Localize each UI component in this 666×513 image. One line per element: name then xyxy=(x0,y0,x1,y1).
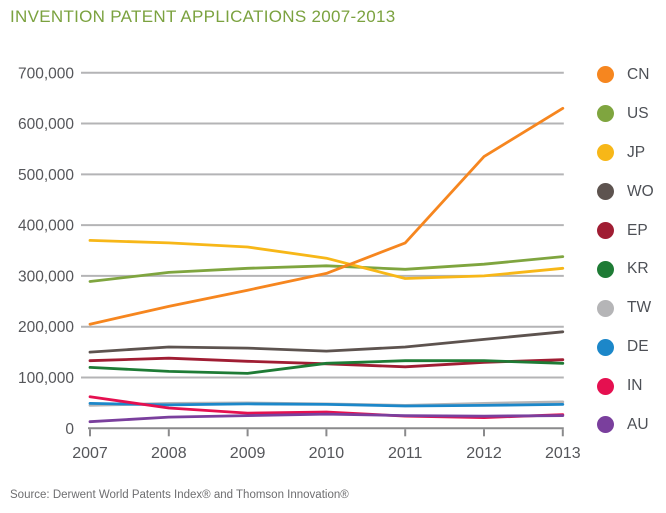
legend-item-AU: AU xyxy=(597,406,654,445)
series-line-KR xyxy=(88,359,565,375)
y-axis-label: 100,000 xyxy=(18,370,74,387)
legend-dot-KR xyxy=(597,260,614,278)
x-axis-label: 2008 xyxy=(151,445,187,462)
legend-dot-US xyxy=(597,105,614,123)
y-axis-label: 0 xyxy=(65,421,74,438)
x-axis-label: 2007 xyxy=(72,445,108,462)
y-axis-label: 500,000 xyxy=(18,167,74,184)
legend-label: TW xyxy=(627,299,652,317)
series-line-US xyxy=(88,255,565,283)
y-axis-label: 300,000 xyxy=(18,268,74,285)
series-line-WO xyxy=(88,330,565,354)
legend-item-CN: CN xyxy=(597,56,654,95)
legend-label: EP xyxy=(627,221,648,239)
legend-item-TW: TW xyxy=(597,289,654,328)
source-note: Source: Derwent World Patents Index® and… xyxy=(10,489,349,501)
legend-label: AU xyxy=(627,415,649,433)
y-axis-label: 200,000 xyxy=(18,319,74,336)
legend-item-IN: IN xyxy=(597,367,654,406)
legend-item-WO: WO xyxy=(597,172,654,211)
legend-dot-AU xyxy=(597,416,614,434)
legend-label: JP xyxy=(627,143,646,161)
x-axis-label: 2010 xyxy=(309,445,345,462)
series-line-JP xyxy=(88,238,565,280)
legend-item-EP: EP xyxy=(597,211,654,250)
legend-dot-CN xyxy=(597,66,614,84)
y-axis-label: 700,000 xyxy=(18,65,74,82)
legend-item-JP: JP xyxy=(597,133,654,172)
y-axis-label: 400,000 xyxy=(18,218,74,235)
legend-label: IN xyxy=(627,377,643,395)
legend-dot-EP xyxy=(597,222,614,239)
legend-dot-TW xyxy=(597,299,614,317)
x-axis-label: 2013 xyxy=(545,445,581,462)
legend-item-US: US xyxy=(597,94,654,133)
legend-label: DE xyxy=(627,338,649,356)
legend-label: US xyxy=(627,104,649,122)
page-title: INVENTION PATENT APPLICATIONS 2007-2013 xyxy=(10,7,396,26)
x-axis-label: 2012 xyxy=(466,445,502,462)
legend-item-DE: DE xyxy=(597,328,654,367)
legend-item-KR: KR xyxy=(597,250,654,289)
legend-label: KR xyxy=(627,260,649,278)
legend-label: WO xyxy=(627,182,654,200)
y-axis-label: 600,000 xyxy=(18,116,74,133)
legend-dot-WO xyxy=(597,183,614,201)
series-line-CN xyxy=(88,106,565,326)
chart-legend: CN US JP WO EP KR TW DE IN AU xyxy=(597,56,654,445)
legend-dot-IN xyxy=(597,377,614,395)
x-axis-label: 2011 xyxy=(388,445,423,462)
legend-dot-DE xyxy=(597,338,614,356)
legend-label: CN xyxy=(627,65,650,83)
x-axis-label: 2009 xyxy=(230,445,266,462)
series-line-IN xyxy=(88,395,565,420)
series-line-AU xyxy=(88,412,565,424)
series-line-DE xyxy=(88,401,565,408)
legend-dot-JP xyxy=(597,144,614,162)
